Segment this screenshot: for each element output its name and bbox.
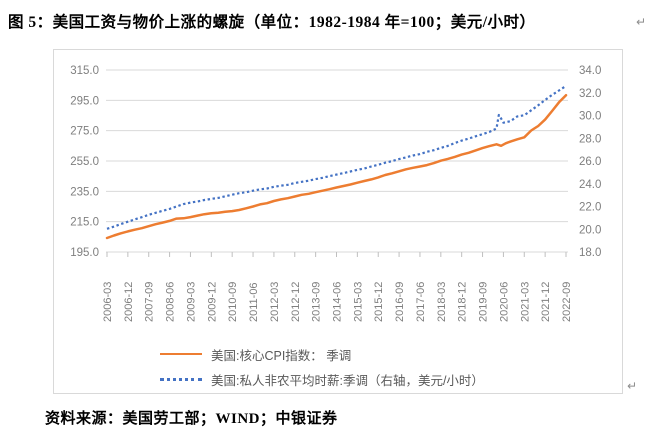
svg-text:2021-03: 2021-03: [519, 282, 531, 322]
svg-text:315.0: 315.0: [70, 65, 99, 77]
legend-label-wage: 美国:私人非农平均时薪:季调（右轴，美元/小时）: [211, 373, 484, 388]
svg-text:2015-03: 2015-03: [352, 282, 364, 322]
svg-text:2019-09: 2019-09: [478, 282, 490, 322]
svg-text:2012-03: 2012-03: [269, 282, 281, 322]
svg-text:2013-09: 2013-09: [311, 282, 323, 322]
svg-text:26.0: 26.0: [579, 156, 601, 168]
svg-text:2017-06: 2017-06: [415, 282, 427, 322]
svg-text:2008-06: 2008-06: [165, 282, 177, 322]
svg-text:215.0: 215.0: [70, 217, 99, 229]
svg-text:2009-03: 2009-03: [185, 282, 197, 322]
svg-text:2018-12: 2018-12: [457, 282, 469, 322]
svg-text:2021-12: 2021-12: [540, 282, 552, 322]
svg-text:2012-12: 2012-12: [290, 282, 302, 322]
svg-text:22.0: 22.0: [579, 202, 601, 214]
svg-text:28.0: 28.0: [579, 133, 601, 145]
svg-text:235.0: 235.0: [70, 186, 99, 198]
svg-text:2007-09: 2007-09: [144, 282, 156, 322]
svg-text:32.0: 32.0: [579, 88, 601, 100]
svg-text:2010-09: 2010-09: [227, 282, 239, 322]
svg-text:255.0: 255.0: [70, 156, 99, 168]
svg-text:2018-03: 2018-03: [436, 282, 448, 322]
svg-text:2020-06: 2020-06: [498, 282, 510, 322]
paragraph-return-icon: ↵: [627, 379, 638, 393]
svg-text:2016-09: 2016-09: [394, 282, 406, 322]
wage-line-swatch-icon: [160, 377, 202, 381]
svg-text:275.0: 275.0: [70, 126, 99, 138]
legend-item-cpi: 美国:核心CPI指数： 季调: [160, 346, 352, 363]
svg-text:20.0: 20.0: [579, 224, 601, 236]
svg-text:2015-12: 2015-12: [373, 282, 385, 322]
paragraph-return-icon: ↵: [636, 15, 647, 29]
svg-text:2011-06: 2011-06: [248, 282, 260, 322]
svg-text:34.0: 34.0: [579, 65, 601, 77]
svg-text:30.0: 30.0: [579, 111, 601, 123]
svg-text:24.0: 24.0: [579, 179, 601, 191]
cpi-line-swatch-icon: [160, 353, 202, 355]
figure-title: 图 5：美国工资与物价上涨的螺旋（单位：1982-1984 年=100；美元/小…: [8, 14, 536, 31]
svg-text:2009-12: 2009-12: [206, 282, 218, 322]
svg-text:2022-09: 2022-09: [561, 282, 573, 322]
svg-text:18.0: 18.0: [579, 247, 601, 259]
svg-text:2006-03: 2006-03: [102, 282, 114, 322]
legend-label-cpi: 美国:核心CPI指数： 季调: [211, 348, 352, 363]
svg-text:195.0: 195.0: [70, 247, 99, 259]
legend-item-wage: 美国:私人非农平均时薪:季调（右轴，美元/小时）: [160, 371, 484, 388]
data-source-note: 资料来源：美国劳工部；WIND；中银证券: [45, 411, 338, 427]
svg-text:2014-06: 2014-06: [332, 282, 344, 322]
svg-text:295.0: 295.0: [70, 95, 99, 107]
svg-text:2006-12: 2006-12: [123, 282, 135, 322]
